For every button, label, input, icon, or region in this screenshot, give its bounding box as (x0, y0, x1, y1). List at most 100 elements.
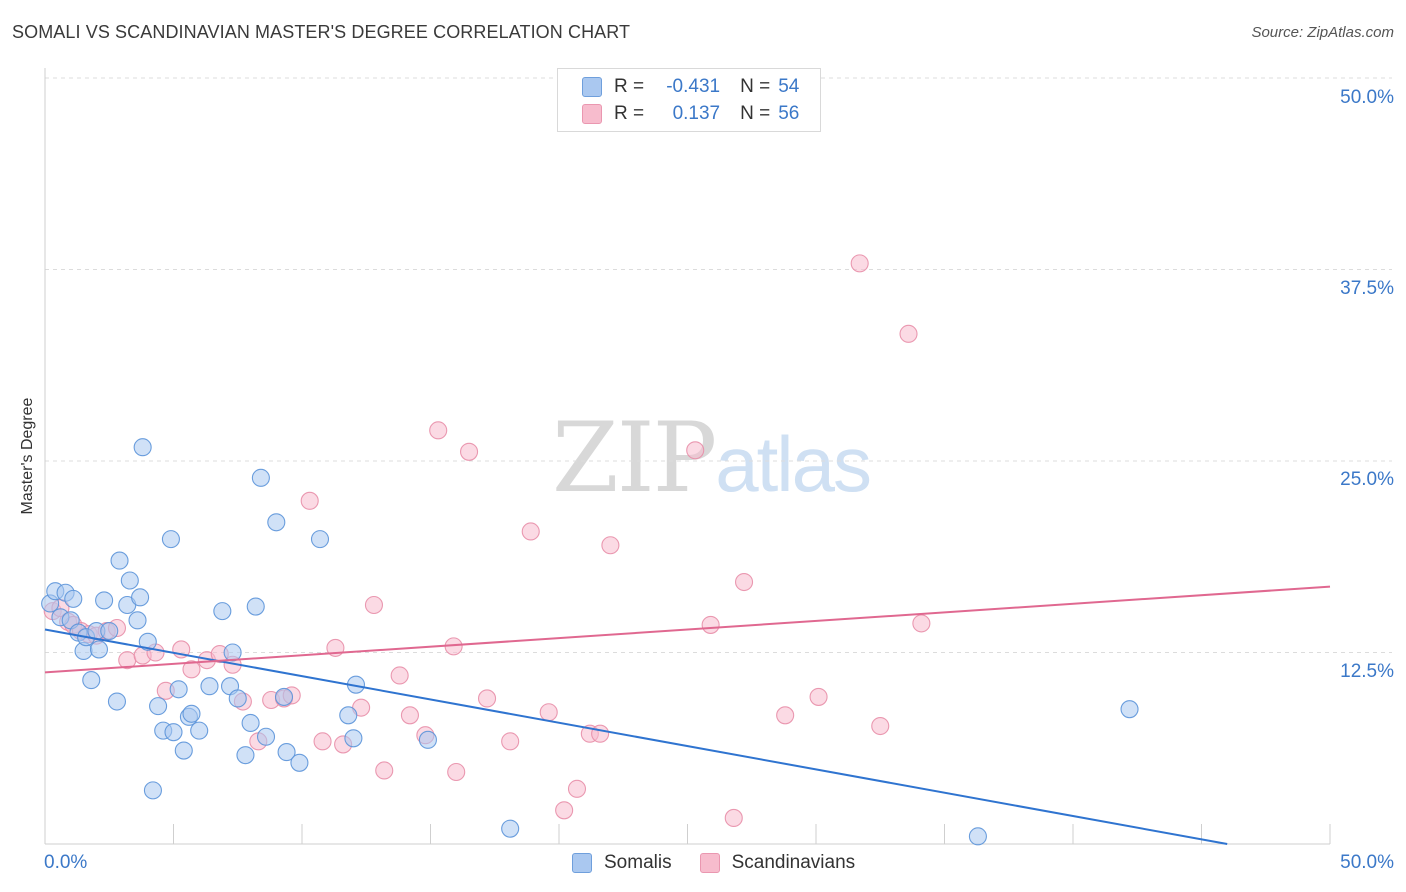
point-scandinavians (912, 614, 931, 633)
series-legend-scandinavians[interactable]: Scandinavians (699, 852, 856, 874)
point-somalis (95, 591, 114, 610)
point-somalis (200, 677, 219, 696)
point-somalis (164, 723, 183, 742)
point-scandinavians (776, 706, 795, 725)
point-somalis (161, 530, 180, 549)
point-scandinavians (701, 615, 720, 634)
series-legend-somalis[interactable]: Somalis (572, 852, 672, 874)
point-somalis (89, 640, 109, 659)
y-tick-label: 50.0% (1340, 87, 1394, 108)
point-scandinavians (591, 724, 610, 743)
y-tick-label: 25.0% (1340, 469, 1394, 490)
data-points (41, 254, 1139, 846)
point-somalis (246, 597, 265, 616)
point-somalis (236, 746, 255, 765)
point-somalis (169, 680, 188, 699)
point-somalis (120, 571, 139, 590)
point-scandinavians (364, 595, 384, 615)
point-somalis (223, 643, 242, 662)
watermark: ZIPatlas (552, 402, 872, 514)
series-swatch-scandinavians (699, 853, 720, 873)
point-somalis (501, 819, 520, 838)
legend-r-label: R = (614, 103, 645, 124)
point-scandinavians (447, 762, 466, 782)
point-scandinavians (313, 732, 332, 751)
point-scandinavians (429, 421, 448, 440)
point-scandinavians (390, 666, 409, 685)
point-somalis (143, 781, 162, 800)
series-swatch-somalis (572, 853, 592, 873)
point-scandinavians (182, 660, 201, 679)
point-scandinavians (871, 716, 890, 736)
point-somalis (251, 468, 270, 487)
point-scandinavians (601, 536, 620, 555)
point-somalis (131, 588, 150, 607)
point-somalis (228, 689, 247, 708)
point-somalis (274, 687, 294, 706)
point-somalis (138, 632, 157, 651)
point-somalis (418, 730, 437, 749)
legend-swatch-scandinavians (582, 104, 602, 124)
point-scandinavians (300, 491, 319, 510)
legend-r-value: 0.137 (672, 103, 721, 124)
grid-lines (45, 77, 1392, 653)
point-somalis (174, 741, 193, 760)
point-somalis (107, 692, 127, 711)
legend-swatch-somalis (582, 77, 602, 97)
point-scandinavians (521, 522, 540, 541)
point-scandinavians (501, 732, 520, 751)
series-legend-label: Scandinavians (731, 852, 856, 873)
point-scandinavians (567, 779, 587, 798)
point-somalis (133, 438, 152, 457)
legend-r-value: -0.431 (666, 76, 721, 97)
point-somalis (241, 713, 260, 733)
point-scandinavians (734, 572, 754, 592)
series-legend-label: Somalis (604, 852, 672, 873)
series-legend: Somalis Scandinavians (572, 852, 883, 874)
legend-n-label: N = (740, 103, 771, 124)
trend-line-scandinavians (44, 585, 1331, 674)
point-somalis (968, 827, 987, 846)
point-somalis (310, 530, 330, 549)
point-somalis (267, 513, 286, 532)
legend-n-value: 56 (778, 103, 800, 124)
point-scandinavians (477, 689, 497, 708)
trend-lines (44, 585, 1331, 845)
point-somalis (149, 697, 168, 716)
point-scandinavians (375, 761, 394, 780)
point-scandinavians (459, 442, 479, 461)
trend-line-somalis (44, 628, 1228, 845)
point-somalis (100, 622, 119, 641)
watermark-atlas: atlas (715, 420, 872, 508)
point-somalis (82, 671, 101, 690)
point-scandinavians (899, 324, 918, 343)
point-somalis (128, 611, 147, 630)
legend-n-label: N = (740, 76, 771, 97)
point-scandinavians (400, 706, 419, 725)
source-label: Source: ZipAtlas.com (1251, 24, 1394, 41)
point-somalis (213, 602, 232, 621)
point-scandinavians (539, 703, 558, 722)
point-somalis (290, 753, 309, 772)
x-tick-label-min: 0.0% (44, 852, 88, 873)
watermark-zip: ZIP (552, 402, 717, 514)
point-somalis (1120, 700, 1139, 719)
x-tick-label-max: 50.0% (1340, 852, 1394, 873)
axes (44, 68, 1331, 845)
point-somalis (182, 704, 201, 723)
y-tick-label: 12.5% (1340, 661, 1394, 682)
y-tick-label: 37.5% (1340, 278, 1394, 299)
point-scandinavians (686, 441, 705, 460)
point-somalis (344, 729, 363, 748)
point-somalis (339, 706, 358, 725)
point-scandinavians (555, 801, 574, 820)
chart-title: SOMALI VS SCANDINAVIAN MASTER'S DEGREE C… (12, 22, 631, 42)
point-somalis (256, 727, 276, 746)
point-scandinavians (809, 687, 828, 706)
correlation-legend: R = -0.431 N = 54 R = 0.137 N = 56 (557, 68, 821, 132)
point-somalis (110, 551, 129, 570)
point-somalis (277, 743, 296, 762)
legend-r-label: R = (614, 76, 645, 97)
point-somalis (190, 721, 209, 740)
